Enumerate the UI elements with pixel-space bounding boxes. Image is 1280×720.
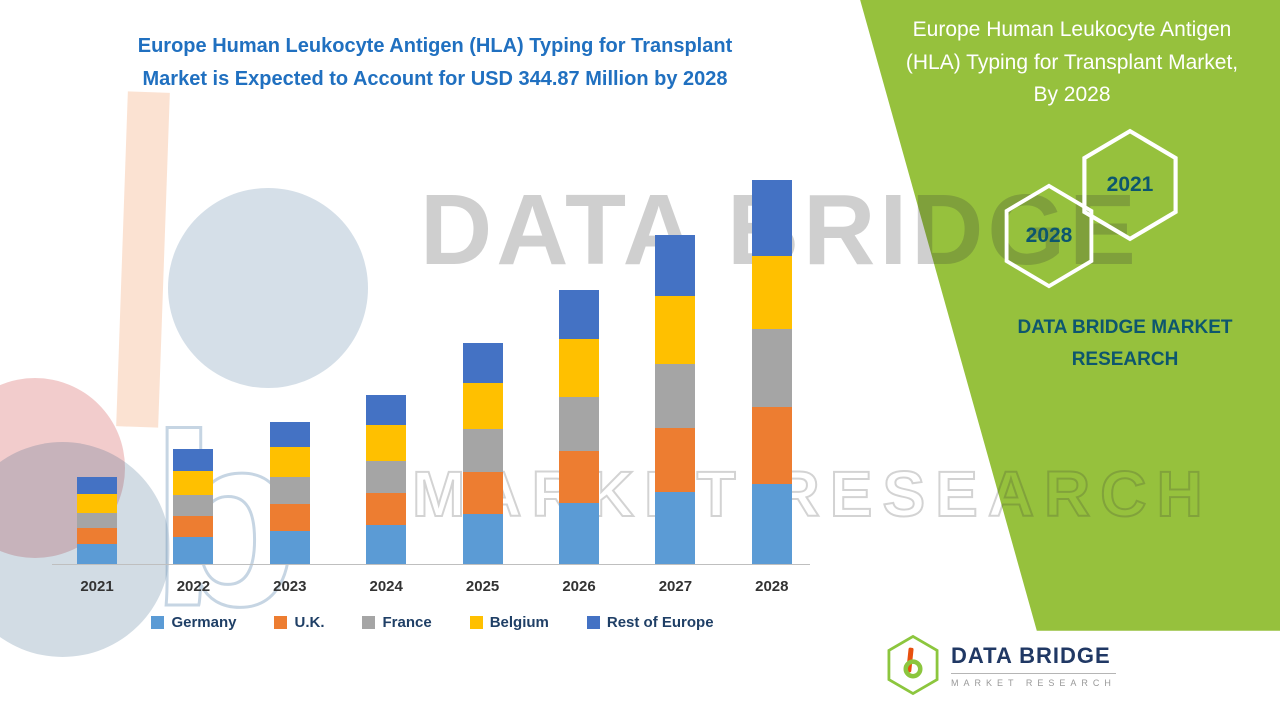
bar-segment-rest-of-europe [751, 180, 792, 256]
x-axis-label-2025: 2025 [465, 578, 500, 595]
bar-segment-belgium [559, 339, 599, 398]
x-axis-label-2027: 2027 [658, 578, 693, 595]
legend-label: Germany [171, 614, 237, 631]
x-axis-label-2022: 2022 [176, 578, 211, 595]
bar-segment-belgium [462, 382, 503, 430]
bar-segment-u-k- [462, 471, 503, 514]
legend-label: U.K. [294, 614, 325, 631]
bar-segment-france [366, 460, 407, 493]
stacked-bar-2028 [751, 180, 792, 564]
bar-segment-germany [462, 513, 503, 564]
legend-swatch-icon [274, 616, 288, 629]
stacked-bar-2024 [366, 394, 407, 564]
x-axis-label-2023: 2023 [273, 578, 307, 595]
bar-segment-germany [173, 537, 214, 564]
hexagon-2021: 2021 [1078, 128, 1182, 242]
hexagon-2028: 2028 [1000, 183, 1098, 289]
bar-segment-germany [269, 530, 310, 564]
bar-segment-germany [366, 525, 407, 564]
side-panel-title-line3: By 2028 [1033, 83, 1111, 107]
legend-swatch-icon [151, 616, 165, 629]
bar-segment-rest-of-europe [269, 421, 310, 448]
chart-title-line2: Market is Expected to Account for USD 34… [142, 68, 728, 90]
bar-segment-france [655, 363, 696, 429]
company-logo-hexagon-icon [887, 634, 939, 696]
legend-swatch-icon [586, 616, 600, 629]
stacked-bar-2022 [173, 449, 214, 564]
bar-plot: 2021 2022 2023 2024 2025 2026 2027 2028 [52, 120, 810, 595]
bar-segment-belgium [77, 493, 117, 513]
legend-label: Rest of Europe [606, 614, 714, 631]
legend-swatch-icon [362, 616, 376, 629]
bar-segment-u-k- [269, 503, 310, 531]
x-axis-label-2021: 2021 [80, 578, 114, 595]
hexagon-2021-label: 2021 [1106, 173, 1154, 196]
x-axis-label-2024: 2024 [369, 578, 403, 595]
bar-segment-germany [751, 483, 792, 564]
bar-segment-france [751, 329, 792, 408]
chart-title-line1: Europe Human Leukocyte Antigen (HLA) Typ… [137, 35, 733, 57]
stacked-bar-2021 [77, 477, 117, 564]
legend-item-u-k-: U.K. [274, 614, 324, 631]
bar-segment-u-k- [655, 428, 696, 492]
stacked-bar-2023 [269, 421, 310, 564]
bar-segment-france [462, 429, 503, 472]
side-panel-title-line2: (HLA) Typing for Transplant Market, [905, 50, 1239, 74]
bar-segment-belgium [366, 424, 407, 461]
bar-segment-france [269, 477, 310, 504]
side-panel-title-line1: Europe Human Leukocyte Antigen [912, 18, 1232, 41]
side-panel-brand-line2: RESEARCH [1071, 349, 1179, 371]
bar-segment-france [77, 512, 117, 529]
legend-item-france: France [362, 614, 432, 631]
x-axis-line [52, 564, 810, 565]
bar-segment-rest-of-europe [173, 449, 214, 471]
company-logo-text: DATA BRIDGE MARKET RESEARCH [951, 643, 1116, 688]
bar-segment-rest-of-europe [366, 394, 407, 425]
side-panel-brand-line1: DATA BRIDGE MARKET [1017, 317, 1233, 338]
bar-segment-rest-of-europe [559, 290, 599, 340]
legend-label: Belgium [489, 614, 549, 631]
bar-segment-france [173, 495, 214, 517]
hexagon-outline-icon [1082, 128, 1178, 242]
side-panel-brand: DATA BRIDGE MARKET RESEARCH [930, 312, 1280, 377]
hexagon-2028-label: 2028 [1025, 224, 1073, 247]
bar-segment-france [559, 397, 599, 451]
bar-segment-germany [559, 502, 599, 564]
bar-segment-belgium [173, 470, 214, 496]
stacked-bar-2025 [462, 342, 503, 564]
bar-segment-u-k- [173, 516, 214, 538]
legend-item-rest-of-europe: Rest of Europe [586, 614, 714, 631]
bar-segment-u-k- [77, 528, 117, 544]
bar-segment-rest-of-europe [77, 477, 117, 494]
x-axis-label-2026: 2026 [562, 578, 596, 595]
company-logo-tagline: MARKET RESEARCH [951, 672, 1116, 688]
bar-segment-u-k- [366, 492, 407, 526]
bar-segment-germany [77, 543, 117, 564]
bar-segment-belgium [655, 295, 696, 364]
side-panel-title: Europe Human Leukocyte Antigen (HLA) Typ… [872, 14, 1272, 112]
stacked-bar-2026 [559, 290, 599, 564]
legend-label: France [382, 614, 432, 631]
legend-item-germany: Germany [151, 614, 236, 631]
legend-item-belgium: Belgium [469, 614, 549, 631]
bar-segment-rest-of-europe [655, 234, 696, 296]
bar-segment-u-k- [559, 450, 599, 503]
x-axis-label-2028: 2028 [755, 578, 789, 595]
bar-segment-belgium [269, 447, 310, 478]
bar-segment-u-k- [751, 407, 792, 484]
bar-segment-germany [655, 491, 696, 564]
legend: Germany U.K. France Belgium Rest of Europe [60, 614, 805, 631]
company-logo: DATA BRIDGE MARKET RESEARCH [885, 634, 1116, 696]
bar-segment-rest-of-europe [462, 342, 503, 383]
company-logo-name: DATA BRIDGE [951, 642, 1111, 668]
legend-swatch-icon [469, 616, 483, 629]
hexagon-outline-icon [1004, 183, 1094, 289]
bar-segment-belgium [751, 256, 792, 330]
chart-title: Europe Human Leukocyte Antigen (HLA) Typ… [55, 30, 815, 96]
stacked-bar-2027 [655, 234, 696, 564]
